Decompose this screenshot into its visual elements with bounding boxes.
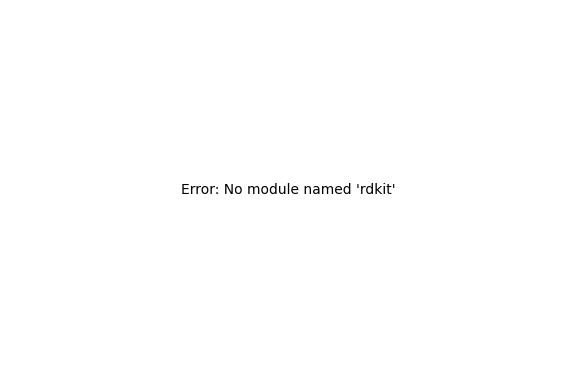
- Text: Error: No module named 'rdkit': Error: No module named 'rdkit': [181, 183, 395, 197]
